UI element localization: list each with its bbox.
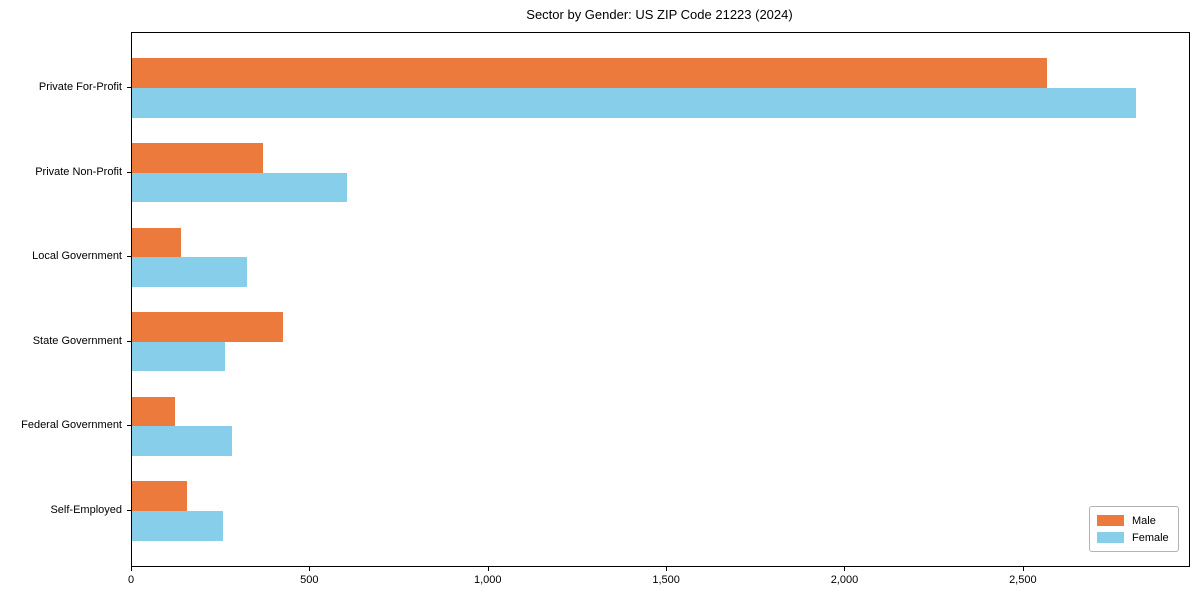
- x-axis-tick-label: 2,000: [830, 574, 859, 586]
- legend-entry-male: Male: [1097, 512, 1170, 529]
- plot-area: [131, 32, 1190, 567]
- y-axis-category-label: Private For-Profit: [38, 80, 122, 93]
- bar-male: [132, 312, 284, 342]
- x-axis-tick-label: 2,500: [1009, 574, 1037, 586]
- x-axis-tick-label: 500: [300, 574, 319, 586]
- y-axis-category-label: Private Non-Profit: [35, 165, 122, 178]
- y-axis-tick-mark: [127, 172, 131, 173]
- legend-swatch-female: [1097, 532, 1124, 543]
- x-axis-tick-mark: [1023, 567, 1024, 571]
- legend-swatch-male: [1097, 515, 1124, 526]
- x-axis-tick-label: 0: [127, 574, 135, 586]
- x-axis-tick-mark: [309, 567, 310, 571]
- x-axis-tick-mark: [666, 567, 667, 571]
- y-axis-tick-mark: [127, 256, 131, 257]
- y-axis-category-label: State Government: [32, 334, 122, 347]
- y-axis-tick-mark: [127, 510, 131, 511]
- y-axis-category-label: Local Government: [32, 250, 122, 263]
- bar-female: [132, 341, 225, 372]
- bar-female: [132, 426, 232, 456]
- bar-female: [132, 257, 247, 287]
- legend: Male Female: [1089, 506, 1179, 552]
- bar-male: [132, 227, 182, 258]
- bar-male: [132, 481, 187, 511]
- legend-label: Female: [1132, 531, 1169, 544]
- y-axis-tick-mark: [127, 87, 131, 88]
- x-axis-tick-mark: [131, 567, 132, 571]
- x-axis-tick-mark: [844, 567, 845, 571]
- bar-male: [132, 142, 263, 173]
- legend-label: Male: [1132, 514, 1156, 527]
- y-axis-category-label: Self-Employed: [50, 504, 122, 516]
- chart-title: Sector by Gender: US ZIP Code 21223 (202…: [526, 7, 793, 22]
- bar-male: [132, 58, 1048, 88]
- bar-female: [132, 511, 223, 541]
- x-axis-tick-label: 1,000: [473, 574, 502, 586]
- y-axis-tick-mark: [127, 341, 131, 342]
- bar-female: [132, 172, 348, 203]
- legend-entry-female: Female: [1097, 529, 1170, 546]
- y-axis-category-label: Federal Government: [21, 419, 122, 432]
- x-axis-tick-mark: [488, 567, 489, 571]
- bar-male: [132, 396, 176, 427]
- y-axis-tick-mark: [127, 425, 131, 426]
- bar-female: [132, 87, 1137, 118]
- x-axis-tick-label: 1,500: [652, 574, 680, 586]
